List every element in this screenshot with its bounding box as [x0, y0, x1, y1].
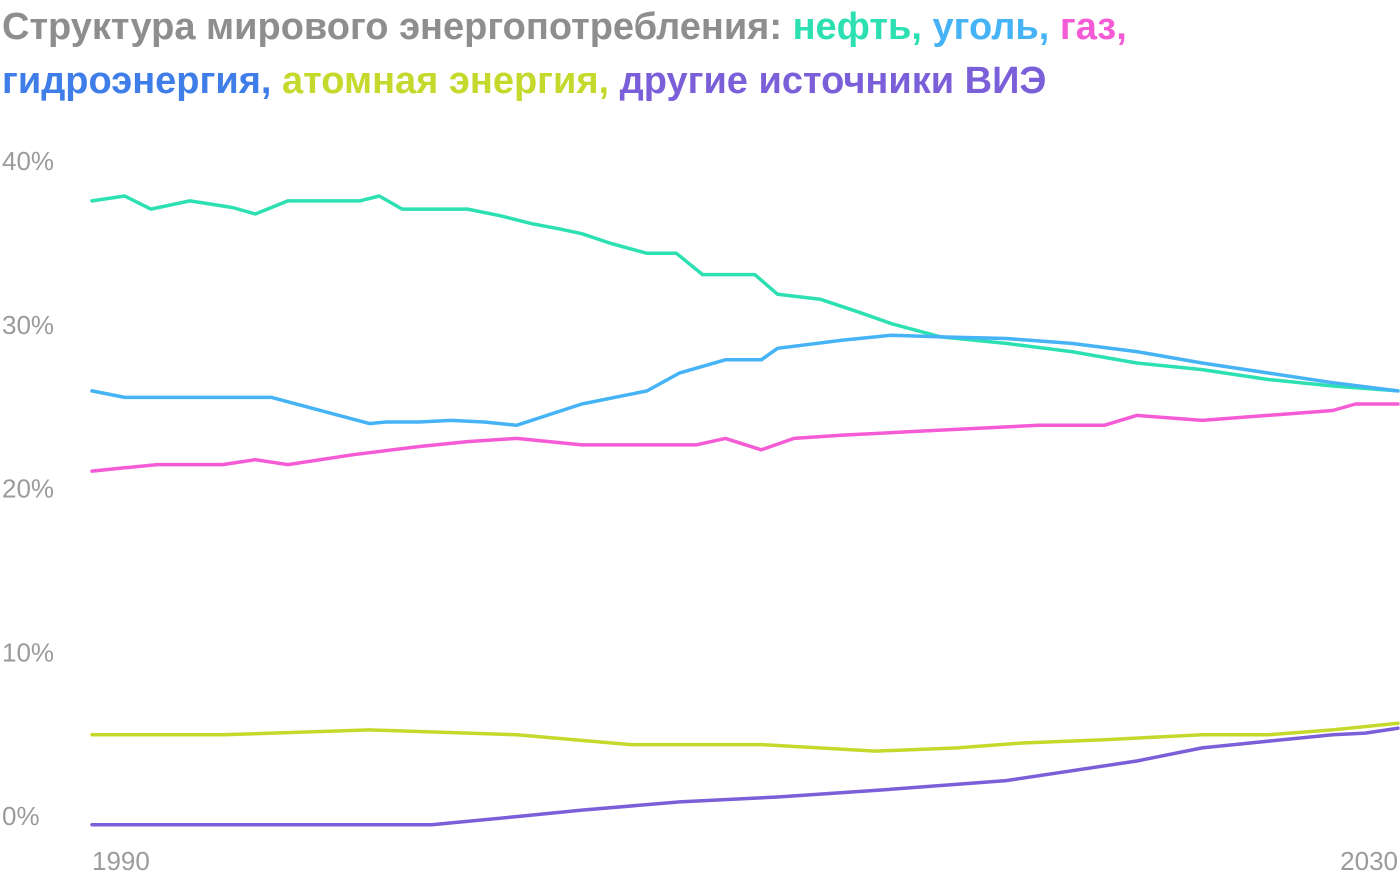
series-line-газ [90, 402, 1400, 473]
y-tick-label: 40% [2, 146, 54, 176]
title-part-gas: газ, [1059, 6, 1127, 48]
title-prefix: Структура мирового энергопотребления: [2, 6, 783, 48]
title-part-coal: уголь, [932, 6, 1050, 48]
series-line-атомная-энергия [90, 721, 1400, 753]
x-tick-label: 2030 [1340, 846, 1398, 876]
y-tick-label: 20% [2, 474, 54, 504]
chart-title: Структура мирового энергопотребления: не… [2, 0, 1398, 108]
y-tick-label: 10% [2, 637, 54, 667]
series-line-уголь [90, 333, 1400, 428]
y-tick-label: 0% [2, 801, 40, 831]
series-line-нефть [90, 194, 1400, 393]
title-part-nuclear: атомная энергия, [282, 60, 610, 102]
x-tick-label: 1990 [92, 846, 150, 876]
series-lines [90, 194, 1400, 827]
x-axis-ticks: 1990 2030 [92, 846, 1398, 876]
y-tick-label: 30% [2, 310, 54, 340]
title-part-hydro: гидроэнергия, [2, 60, 272, 102]
series-line-другие-источники-ВИЭ [90, 726, 1400, 827]
title-part-renewables: другие источники ВИЭ [619, 60, 1047, 102]
y-axis-ticks: 0% 10% 20% 30% 40% [2, 146, 54, 831]
title-part-oil: нефть, [792, 6, 922, 48]
